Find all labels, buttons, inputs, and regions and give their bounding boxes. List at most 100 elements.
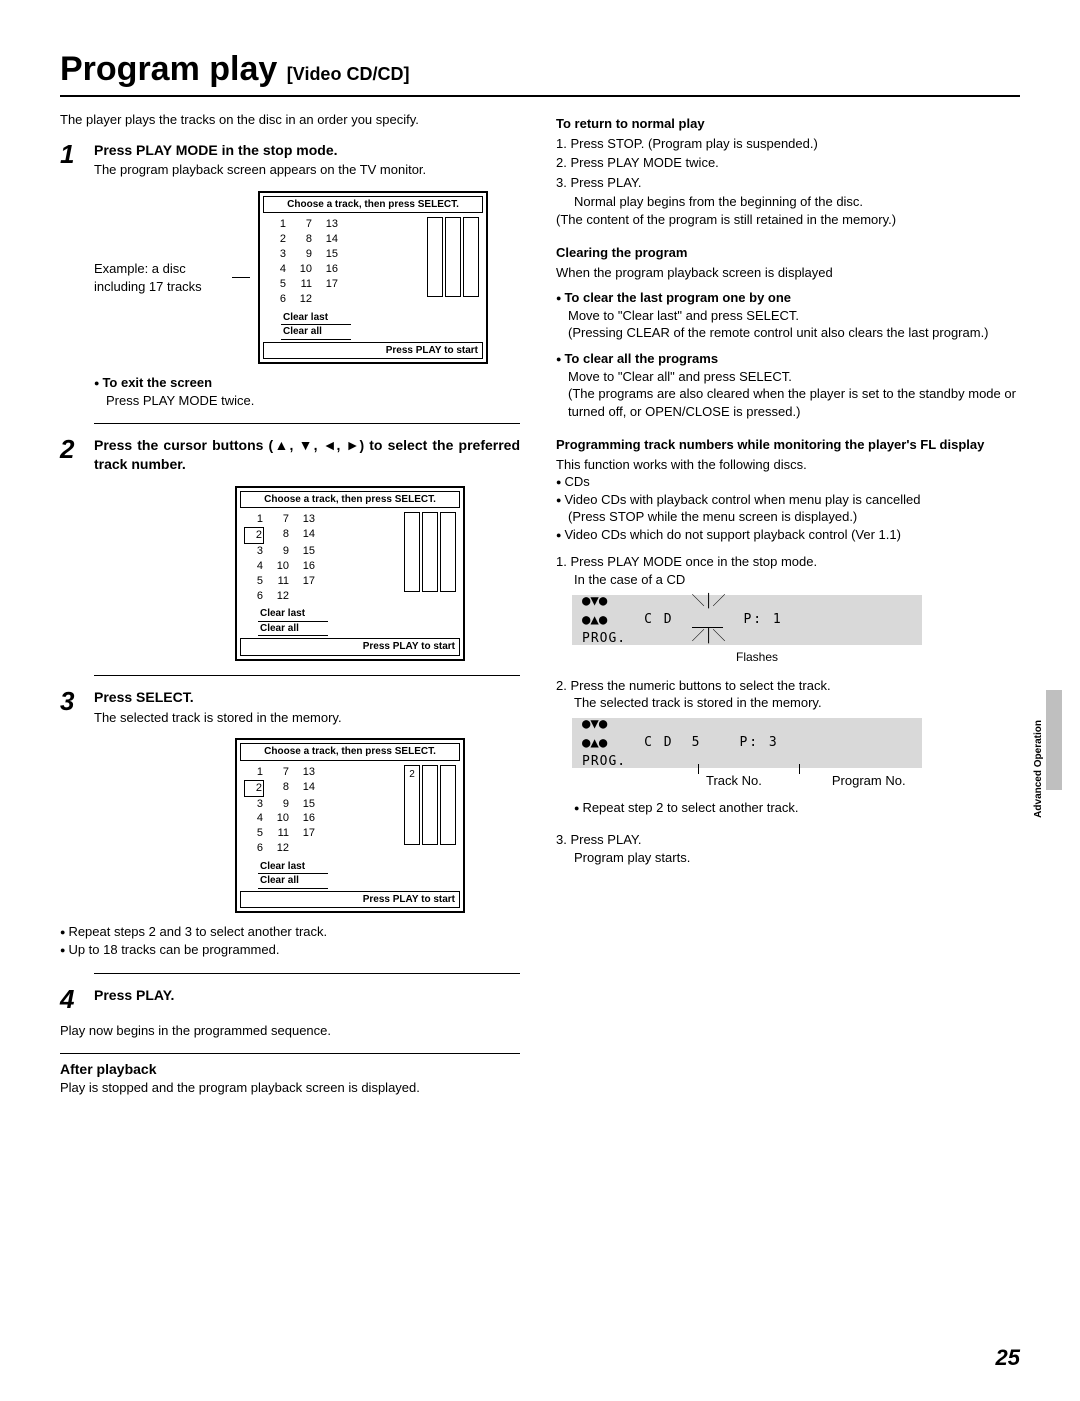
sb2: Press PLAY to start <box>240 638 460 656</box>
step-4-lead: Press PLAY. <box>94 986 520 1005</box>
step-4-num: 4 <box>60 986 84 1012</box>
fl-intro: This function works with the following d… <box>556 456 1016 474</box>
page-number: 25 <box>996 1345 1020 1371</box>
cd-seg-2: C D <box>644 734 673 752</box>
fl-h: Programming track numbers while monitori… <box>556 436 1016 454</box>
clear-all-2: (The programs are also cleared when the … <box>568 385 1016 420</box>
ex-l2: including 17 tracks <box>94 279 202 294</box>
return-1: 1. Press STOP. (Program play is suspende… <box>556 135 1016 153</box>
fl-display-1: ●▼●●▲● PROG. C D ＼│／ ／│＼ P: 1 <box>572 595 922 645</box>
divider <box>94 973 520 974</box>
return-h: To return to normal play <box>556 115 1016 133</box>
progno-label: Program No. <box>832 772 906 790</box>
fl-s3: 3. Press PLAY. <box>556 831 1016 849</box>
fl-s1: 1. Press PLAY MODE once in the stop mode… <box>556 553 1016 571</box>
cl2: Clear last <box>258 607 328 622</box>
track-grid-2: 1713 2814 3915 41016 51117 612 <box>244 512 316 603</box>
screen-top-3: Choose a track, then press SELECT. <box>240 743 460 761</box>
side-tab <box>1046 690 1062 790</box>
clear-last: Clear last <box>281 311 351 326</box>
clear-last-1: Move to "Clear last" and press SELECT. <box>568 307 1016 325</box>
page-title: Program play [Video CD/CD] <box>60 50 1020 97</box>
step-3-num: 3 <box>60 688 84 714</box>
fl-b1: CDs <box>556 473 1016 491</box>
program-screen-1: Choose a track, then press SELECT. 1713 … <box>258 191 488 364</box>
connector-line <box>232 277 250 278</box>
title-sub: [Video CD/CD] <box>287 64 410 84</box>
prog-label-2: PROG. <box>582 753 626 771</box>
cd-seg: C D <box>644 611 673 629</box>
ca2: Clear all <box>258 622 328 637</box>
s3-note2: Up to 18 tracks can be programmed. <box>60 941 520 959</box>
step-3-lead: Press SELECT. <box>94 688 520 707</box>
left-column: The player plays the tracks on the disc … <box>60 111 520 1101</box>
fl-s1b: In the case of a CD <box>574 571 1016 589</box>
return-note: (The content of the program is still ret… <box>556 211 1016 229</box>
divider <box>94 675 520 676</box>
example-note: Example: a disc including 17 tracks <box>94 260 224 295</box>
clear-h: Clearing the program <box>556 244 1016 262</box>
p2-prog-t: P: 3 <box>739 735 778 750</box>
sunburst-icon: ＼│／ ／│＼ <box>692 593 726 646</box>
fl-s2: 2. Press the numeric buttons to select t… <box>556 677 1016 695</box>
fl-b3: Video CDs which do not support playback … <box>556 526 1016 544</box>
program-slots <box>427 217 479 306</box>
p1-prog: P: 1 <box>743 611 782 629</box>
right-column: To return to normal play 1. Press STOP. … <box>556 111 1016 1101</box>
divider <box>94 423 520 424</box>
step-3-desc: The selected track is stored in the memo… <box>94 709 520 727</box>
intro-text: The player plays the tracks on the disc … <box>60 111 520 129</box>
cl3: Clear last <box>258 860 328 875</box>
step-4-desc: Play now begins in the programmed sequen… <box>60 1022 520 1040</box>
fl-b2b: (Press STOP while the menu screen is dis… <box>568 508 1016 526</box>
exit-d: Press PLAY MODE twice. <box>106 392 520 410</box>
ex-l1: Example: a disc <box>94 261 186 276</box>
program-screen-3: Choose a track, then press SELECT. 1713 … <box>235 738 465 913</box>
track-seg: 5 <box>692 734 702 752</box>
step-2: 2 Press the cursor buttons (▲, ▼, ◄, ►) … <box>60 436 520 474</box>
return-2: 2. Press PLAY MODE twice. <box>556 154 1016 172</box>
return-3: 3. Press PLAY. <box>556 174 1016 192</box>
clear-block: Clear last Clear all <box>281 311 483 340</box>
clear-all-1: Move to "Clear all" and press SELECT. <box>568 368 1016 386</box>
s2a: Press the cursor buttons ( <box>94 437 273 453</box>
title-main: Program play <box>60 50 277 88</box>
after-h: After playback <box>60 1060 520 1079</box>
prog-icon-2: ●▼●●▲● PROG. <box>582 715 626 770</box>
step-1-lead: Press PLAY MODE in the stop mode. <box>94 141 520 160</box>
p2-track: 5 <box>692 735 702 750</box>
screen-top-2: Choose a track, then press SELECT. <box>240 491 460 509</box>
step-1-desc: The program playback screen appears on t… <box>94 161 520 179</box>
flashes-label: Flashes <box>736 649 1016 665</box>
divider <box>60 1053 520 1054</box>
clear-all: Clear all <box>281 325 351 340</box>
track-grid: 1713 2814 3915 41016 51117 612 <box>267 217 339 306</box>
slot-filled: 2 <box>404 765 420 845</box>
step-1: 1 Press PLAY MODE in the stop mode. The … <box>60 141 520 179</box>
track-grid-3: 1713 2814 3915 41016 51117 612 <box>244 765 316 856</box>
sb3: Press PLAY to start <box>240 891 460 909</box>
disp-labels: Track No. Program No. <box>706 772 1016 790</box>
step-2-num: 2 <box>60 436 84 462</box>
return-3b: Normal play begins from the beginning of… <box>574 193 1016 211</box>
clear-last-2: (Pressing CLEAR of the remote control un… <box>568 324 1016 342</box>
clear-intro: When the program playback screen is disp… <box>556 264 1016 282</box>
step-2-lead: Press the cursor buttons (▲, ▼, ◄, ►) to… <box>94 436 520 474</box>
prog-icon: ●▼●●▲● PROG. <box>582 592 626 647</box>
after-d: Play is stopped and the program playback… <box>60 1079 520 1097</box>
s3-note1: Repeat steps 2 and 3 to select another t… <box>60 923 520 941</box>
ca3: Clear all <box>258 874 328 889</box>
clear-last-h: To clear the last program one by one <box>556 289 1016 307</box>
prog-label: PROG. <box>582 630 626 648</box>
step-4: 4 Press PLAY. <box>60 986 520 1012</box>
fl-s2b: The selected track is stored in the memo… <box>574 694 1016 712</box>
exit-h: To exit the screen <box>94 374 520 392</box>
screen-top: Choose a track, then press SELECT. <box>263 196 483 214</box>
fl-repeat: Repeat step 2 to select another track. <box>574 799 1016 817</box>
trackno-label: Track No. <box>706 772 762 790</box>
step-1-num: 1 <box>60 141 84 167</box>
p2-prog: P: 3 <box>739 734 778 752</box>
side-label: Advanced Operation <box>1033 720 1044 818</box>
step-3: 3 Press SELECT. The selected track is st… <box>60 688 520 726</box>
fl-b2: Video CDs with playback control when men… <box>556 491 1016 509</box>
